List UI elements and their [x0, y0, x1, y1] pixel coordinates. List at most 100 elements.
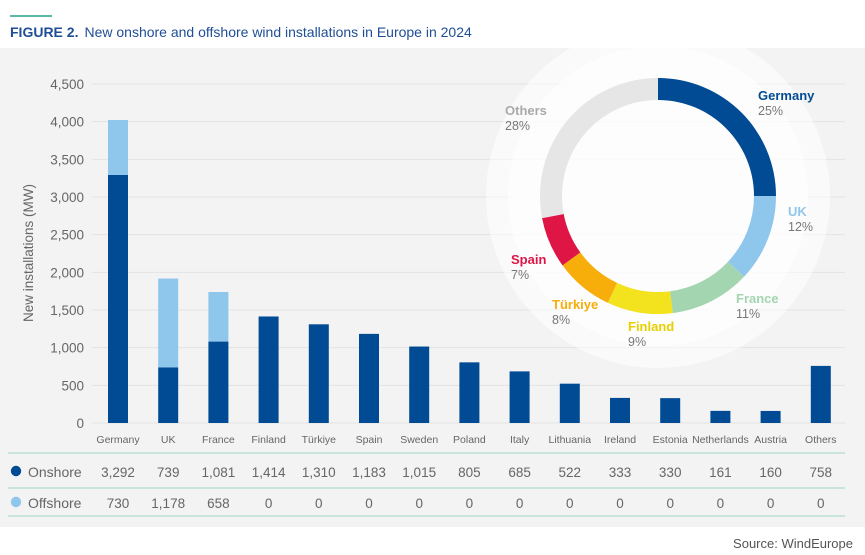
bar-onshore — [308, 324, 329, 423]
y-tick-label: 1,500 — [50, 303, 84, 318]
x-tick-label: Finland — [251, 434, 286, 446]
table-cell-onshore: 1,183 — [352, 465, 386, 480]
table-cell-onshore: 739 — [157, 465, 180, 480]
bar-onshore — [559, 383, 580, 423]
bar-onshore — [359, 333, 379, 423]
donut-pct-label: 28% — [505, 119, 530, 133]
donut-pct-label: 8% — [552, 313, 570, 327]
y-tick-label: 1,000 — [50, 341, 84, 356]
bar-onshore — [710, 410, 731, 423]
donut-pct-label: 25% — [758, 104, 783, 118]
x-tick-label: Estonia — [653, 434, 688, 446]
table-cell-offshore: 0 — [817, 496, 825, 511]
donut-slice — [658, 78, 776, 196]
donut-pct-label: 11% — [736, 307, 760, 321]
table-cell-onshore: 333 — [609, 465, 632, 480]
table-cell-offshore: 0 — [616, 496, 624, 511]
donut-slice — [670, 261, 745, 314]
x-tick-label: Sweden — [400, 434, 438, 446]
y-tick-label: 3,500 — [50, 152, 84, 167]
x-tick-label: Italy — [510, 434, 530, 446]
bar-onshore — [760, 410, 781, 423]
table-cell-offshore: 0 — [666, 496, 674, 511]
bar-onshore — [509, 371, 530, 423]
y-axis-label: New installations (MW) — [21, 184, 36, 322]
table-cell-onshore: 1,081 — [202, 465, 236, 480]
x-tick-label: Netherlands — [692, 434, 749, 446]
donut-slice — [727, 196, 776, 277]
table-cell-offshore: 1,178 — [151, 496, 185, 511]
table-cell-onshore: 1,414 — [252, 465, 286, 480]
donut-slice — [607, 282, 673, 314]
x-tick-label: Poland — [453, 434, 486, 446]
table-cell-offshore: 0 — [415, 496, 423, 511]
donut-label: Others — [505, 103, 547, 118]
donut-slice — [542, 213, 581, 266]
x-tick-label: Türkiye — [302, 434, 337, 446]
donut-label: Türkiye — [552, 297, 598, 312]
data-table: Onshore 3,292 739 1,081 1,414 1,310 1,183 1,015… — [8, 452, 845, 517]
table-cell-onshore: 3,292 — [101, 465, 135, 480]
y-tick-label: 2,500 — [50, 228, 84, 243]
bar-onshore — [660, 398, 681, 423]
x-tick-label: UK — [161, 434, 176, 446]
legend-marker-offshore — [10, 496, 22, 508]
table-cell-onshore: 1,310 — [302, 465, 336, 480]
table-cell-offshore: 0 — [767, 496, 775, 511]
figure-title-text: New onshore and offshore wind installati… — [84, 24, 472, 40]
x-tick-label: Spain — [356, 434, 383, 446]
bar-series: Germany UK France Finland Türkiye Spain Sweden… — [96, 120, 837, 446]
donut-slice — [562, 252, 618, 303]
y-tick-label: 4,000 — [50, 115, 84, 130]
table-cell-offshore: 658 — [207, 496, 230, 511]
y-tick-label: 2,000 — [50, 265, 84, 280]
table-cell-onshore: 330 — [659, 465, 682, 480]
y-tick-label: 0 — [76, 416, 84, 431]
legend-label-offshore: Offshore — [28, 495, 82, 511]
donut-slice — [539, 78, 658, 219]
x-tick-label: France — [202, 434, 235, 446]
bar-offshore — [108, 120, 128, 176]
table-cell-onshore: 758 — [810, 465, 833, 480]
table-cell-offshore: 730 — [107, 496, 130, 511]
bar-and-donut-chart: 0 500 1,000 1,500 2,000 2,500 3,000 3,500 4,000 4… — [8, 48, 845, 517]
figure-title: FIGURE 2. New onshore and offshore wind i… — [10, 24, 472, 40]
x-tick-label: Ireland — [604, 434, 636, 446]
donut-pct-label: 7% — [511, 268, 529, 282]
table-cell-offshore: 0 — [265, 496, 273, 511]
table-cell-offshore: 0 — [566, 496, 574, 511]
donut-pct-label: 9% — [628, 335, 646, 349]
y-tick-label: 3,000 — [50, 190, 84, 205]
table-cell-offshore: 0 — [365, 496, 373, 511]
y-tick-label: 500 — [61, 378, 84, 393]
legend-label-onshore: Onshore — [28, 464, 82, 480]
chart-panel: 0 500 1,000 1,500 2,000 2,500 3,000 3,500 4,000 4… — [0, 48, 865, 527]
table-cell-onshore: 522 — [559, 465, 582, 480]
donut-label: UK — [788, 204, 807, 219]
donut-label: Germany — [758, 88, 815, 103]
source-note: Source: WindEurope — [733, 536, 853, 551]
figure-label: FIGURE 2. — [10, 24, 79, 40]
donut-label: Finland — [628, 319, 674, 334]
x-tick-label: Lithuania — [548, 434, 591, 446]
table-cell-offshore: 0 — [466, 496, 474, 511]
bar-onshore — [258, 316, 279, 423]
donut-label: Spain — [511, 252, 546, 267]
bar-onshore — [158, 367, 179, 423]
bar-offshore — [208, 291, 229, 342]
table-cell-offshore: 0 — [717, 496, 725, 511]
donut-pct-label: 12% — [788, 220, 813, 234]
x-tick-label: Germany — [96, 434, 140, 446]
bar-offshore — [158, 278, 179, 368]
table-cell-onshore: 805 — [458, 465, 481, 480]
bar-onshore — [610, 397, 630, 423]
bar-onshore — [810, 365, 831, 423]
y-tick-label: 4,500 — [50, 77, 84, 92]
bar-onshore — [459, 362, 480, 423]
table-cell-onshore: 685 — [508, 465, 531, 480]
table-cell-onshore: 160 — [759, 465, 782, 480]
legend-marker-onshore — [10, 465, 22, 477]
table-cell-offshore: 0 — [516, 496, 524, 511]
table-cell-offshore: 0 — [315, 496, 323, 511]
